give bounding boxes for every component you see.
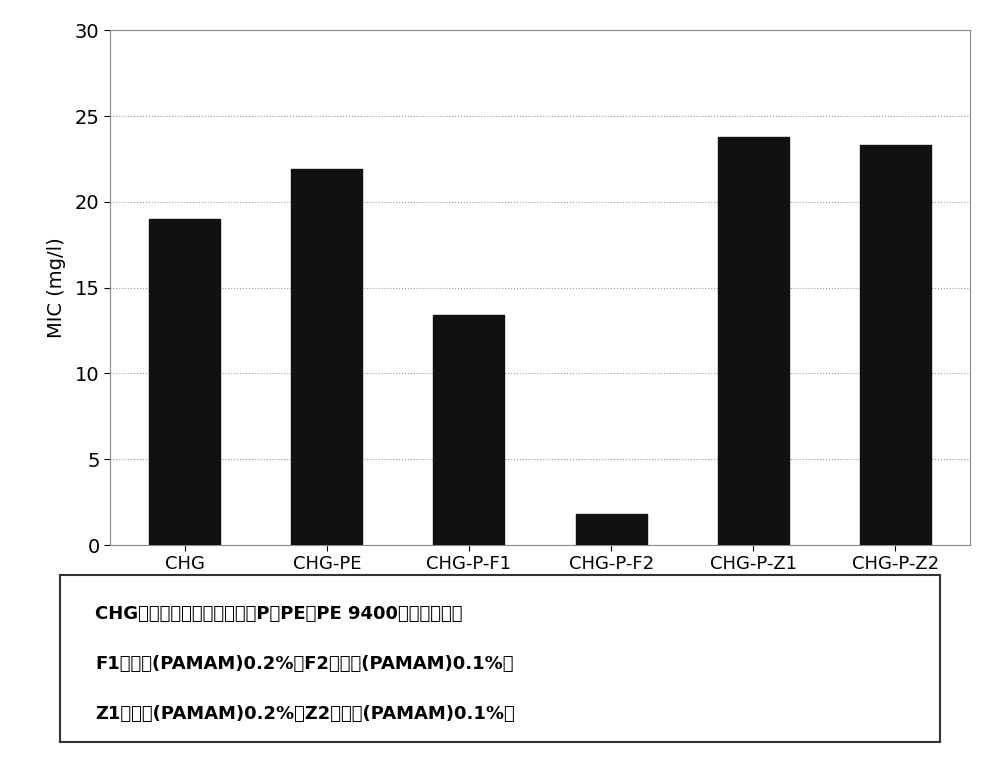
Text: CHG＝氯己啶二葡萄糖酸盐，P或PE＝PE 9400嵌段共聚物，: CHG＝氯己啶二葡萄糖酸盐，P或PE＝PE 9400嵌段共聚物， [95, 606, 463, 623]
Bar [433, 315, 504, 545]
Bar [576, 514, 647, 545]
Text: F1＝一代(PAMAM)0.2%，F2＝一代(PAMAM)0.1%，: F1＝一代(PAMAM)0.2%，F2＝一代(PAMAM)0.1%， [95, 656, 514, 673]
Bar [718, 137, 789, 545]
Text: Z1＝零代(PAMAM)0.2%，Z2＝零代(PAMAM)0.1%。: Z1＝零代(PAMAM)0.2%，Z2＝零代(PAMAM)0.1%。 [95, 706, 515, 723]
Bar [860, 145, 931, 545]
Bar [291, 170, 362, 545]
Bar [149, 219, 220, 545]
Y-axis label: MIC (mg/l): MIC (mg/l) [47, 237, 66, 338]
